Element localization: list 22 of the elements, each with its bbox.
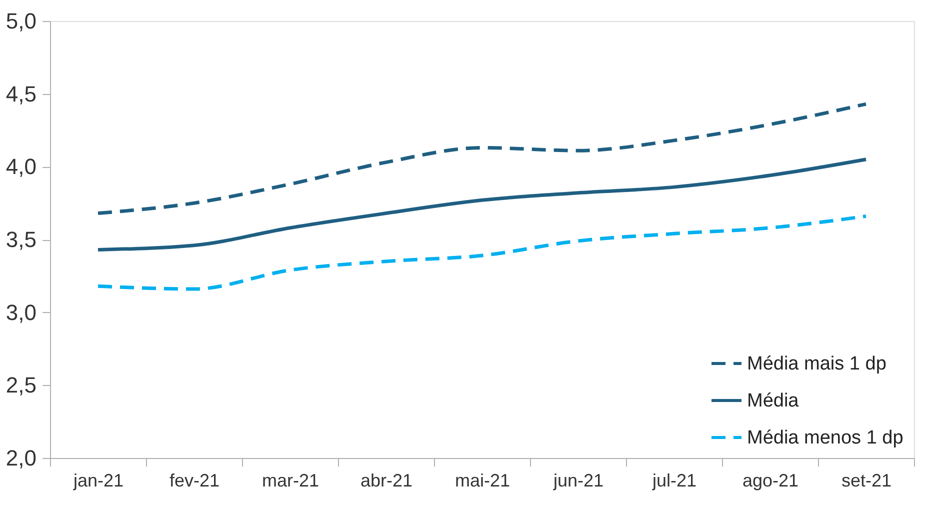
line-series: [96, 214, 868, 291]
y-tick-label: 3,0: [6, 300, 36, 325]
y-tick-label: 2,5: [6, 372, 36, 398]
x-tick-label: mar-21: [262, 470, 320, 490]
legend-label: Média menos 1 dp: [747, 428, 904, 448]
y-tick-label: 4,0: [6, 154, 36, 180]
x-tick-label: ago-21: [742, 470, 799, 490]
line-series: [96, 102, 868, 216]
legend-label: Média mais 1 dp: [747, 354, 886, 374]
y-tick-label: 5,0: [6, 8, 36, 34]
y-tick-label: 3,5: [6, 227, 36, 252]
x-tick-label: jan-21: [72, 470, 124, 490]
x-tick-label: mai-21: [454, 470, 510, 490]
x-tick-label: jun-21: [552, 470, 604, 490]
x-tick-label: set-21: [841, 470, 892, 490]
x-tick-label: jul-21: [651, 470, 697, 490]
x-tick-label: fev-21: [169, 470, 220, 490]
legend-label: Média: [747, 390, 800, 412]
x-tick-label: abr-21: [360, 470, 413, 490]
y-tick-label: 4,5: [6, 81, 36, 106]
y-tick-label: 2,0: [6, 446, 36, 470]
line-series: [96, 158, 868, 252]
